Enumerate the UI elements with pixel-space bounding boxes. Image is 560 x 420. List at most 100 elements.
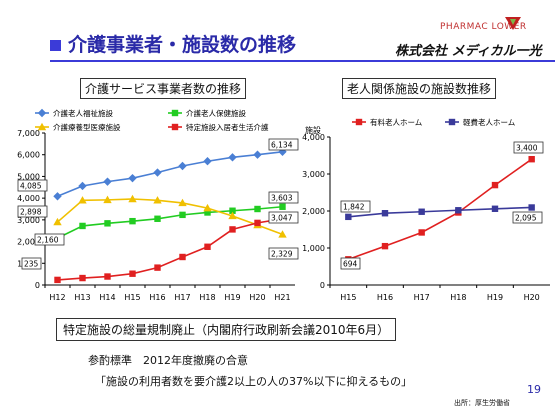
legend-marker (171, 123, 179, 131)
y-tick-label: 2,000 (17, 238, 40, 247)
data-point (203, 157, 212, 166)
data-label-box (340, 200, 371, 213)
legend-label: 軽費老人ホーム (463, 117, 515, 127)
data-label: 2,329 (271, 250, 293, 259)
legend-marker (448, 118, 456, 126)
data-label: 6,134 (271, 141, 293, 150)
series-line (57, 205, 283, 239)
x-tick-label: H16 (377, 293, 393, 302)
title-divider (50, 60, 555, 62)
data-label: 235 (24, 260, 39, 269)
data-label: 2,160 (37, 236, 59, 245)
y-tick-label: 4,000 (302, 133, 325, 142)
data-label-box (17, 179, 48, 192)
series-line (348, 158, 533, 261)
data-point (203, 203, 212, 212)
company-name: 株式会社 メディカル一光 (395, 44, 542, 59)
source-note: 出所：厚生労働省 (454, 399, 510, 407)
y-tick-label: 6,000 (17, 151, 40, 160)
data-point (53, 217, 62, 226)
data-point (79, 222, 86, 230)
data-point (103, 177, 112, 186)
data-label: 4,085 (20, 182, 42, 191)
x-tick-label: H18 (450, 293, 466, 302)
chart-service-providers: 01,0002,0003,0004,0005,0006,0007,000H12H… (17, 108, 299, 302)
legend-label: 介護療養型医療施設 (53, 122, 121, 132)
data-point (78, 196, 87, 204)
data-point (345, 213, 352, 221)
legend-marker (37, 108, 47, 118)
data-point (179, 211, 186, 219)
legend-label: 有料老人ホーム (370, 117, 422, 127)
data-point (153, 168, 162, 177)
x-tick-label: H14 (99, 293, 115, 302)
title-bullet (50, 40, 61, 51)
data-label-box (268, 191, 299, 204)
x-tick-label: H19 (224, 293, 240, 302)
data-point (491, 181, 499, 189)
data-label-box (268, 247, 299, 260)
x-tick-label: H17 (414, 293, 430, 302)
x-tick-label: H12 (49, 293, 65, 302)
data-point (228, 211, 237, 220)
y-tick-label: 5,000 (17, 172, 40, 181)
data-point (104, 220, 111, 227)
data-point (54, 276, 61, 284)
legend-label: 特定施設入居者生活介護 (186, 122, 269, 132)
legend-marker (355, 118, 363, 126)
y-tick-label: 7,000 (17, 129, 40, 138)
data-label-box (21, 257, 42, 270)
series-line (57, 218, 283, 281)
data-label-box (513, 141, 544, 154)
series-line (56, 198, 283, 236)
data-point (418, 229, 425, 236)
data-point (78, 181, 87, 191)
data-point (153, 196, 162, 204)
agreement-note: 参酌標準 2012年度撤廃の合意 (88, 354, 248, 367)
y-tick-label: 1,000 (302, 244, 325, 253)
series-line (57, 151, 283, 198)
data-point (528, 156, 535, 163)
legend-marker (171, 109, 179, 117)
y-tick-label: 3,000 (302, 170, 325, 179)
x-tick-label: H19 (487, 293, 503, 302)
data-label-box (34, 233, 65, 246)
data-point (154, 264, 161, 271)
data-point (278, 147, 287, 157)
x-tick-label: H18 (199, 293, 215, 302)
data-label-box (268, 138, 299, 151)
y-tick-label: 2,000 (302, 207, 325, 216)
x-tick-label: H21 (274, 293, 290, 302)
data-label: 694 (343, 260, 358, 269)
target-note: 「施設の利用者数を要介護2以上の人の37%以下に抑えるもの」 (95, 375, 413, 388)
data-point (204, 209, 211, 216)
data-label-box (512, 211, 543, 224)
legend-marker (37, 122, 47, 131)
data-point (278, 230, 287, 238)
x-tick-label: H15 (340, 293, 356, 302)
y-tick-label: 3,000 (17, 216, 40, 225)
page-title: 介護事業者・施設数の推移 (68, 34, 297, 56)
data-point (128, 194, 137, 203)
data-point (129, 217, 136, 225)
data-label: 3,400 (516, 144, 538, 153)
chart1-title: 介護サービス事業者数の推移 (80, 78, 247, 99)
legend-label: 介護老人保健施設 (186, 108, 246, 118)
page-number: 19 (527, 383, 541, 396)
y-tick-label: 0 (320, 281, 325, 290)
data-point (418, 208, 425, 215)
data-label: 1,842 (343, 203, 365, 212)
x-tick-label: H15 (124, 293, 140, 302)
data-point (79, 274, 86, 282)
y-axis-label: 施設 (305, 125, 321, 135)
data-label-box (17, 205, 48, 218)
data-point (228, 153, 237, 162)
chart-elderly-facilities: 0 1,000 2,000 3,000 4,000 H15 H16 H17 H18 H19 H20 施… (302, 117, 550, 302)
flower-logo-icon (503, 14, 523, 37)
chart2-title: 老人関係施設の施設数推移 (342, 78, 497, 99)
data-point (53, 192, 62, 201)
data-point (229, 226, 236, 233)
x-tick-label: H20 (249, 293, 265, 302)
data-label-box (268, 211, 299, 224)
data-point (279, 203, 286, 210)
